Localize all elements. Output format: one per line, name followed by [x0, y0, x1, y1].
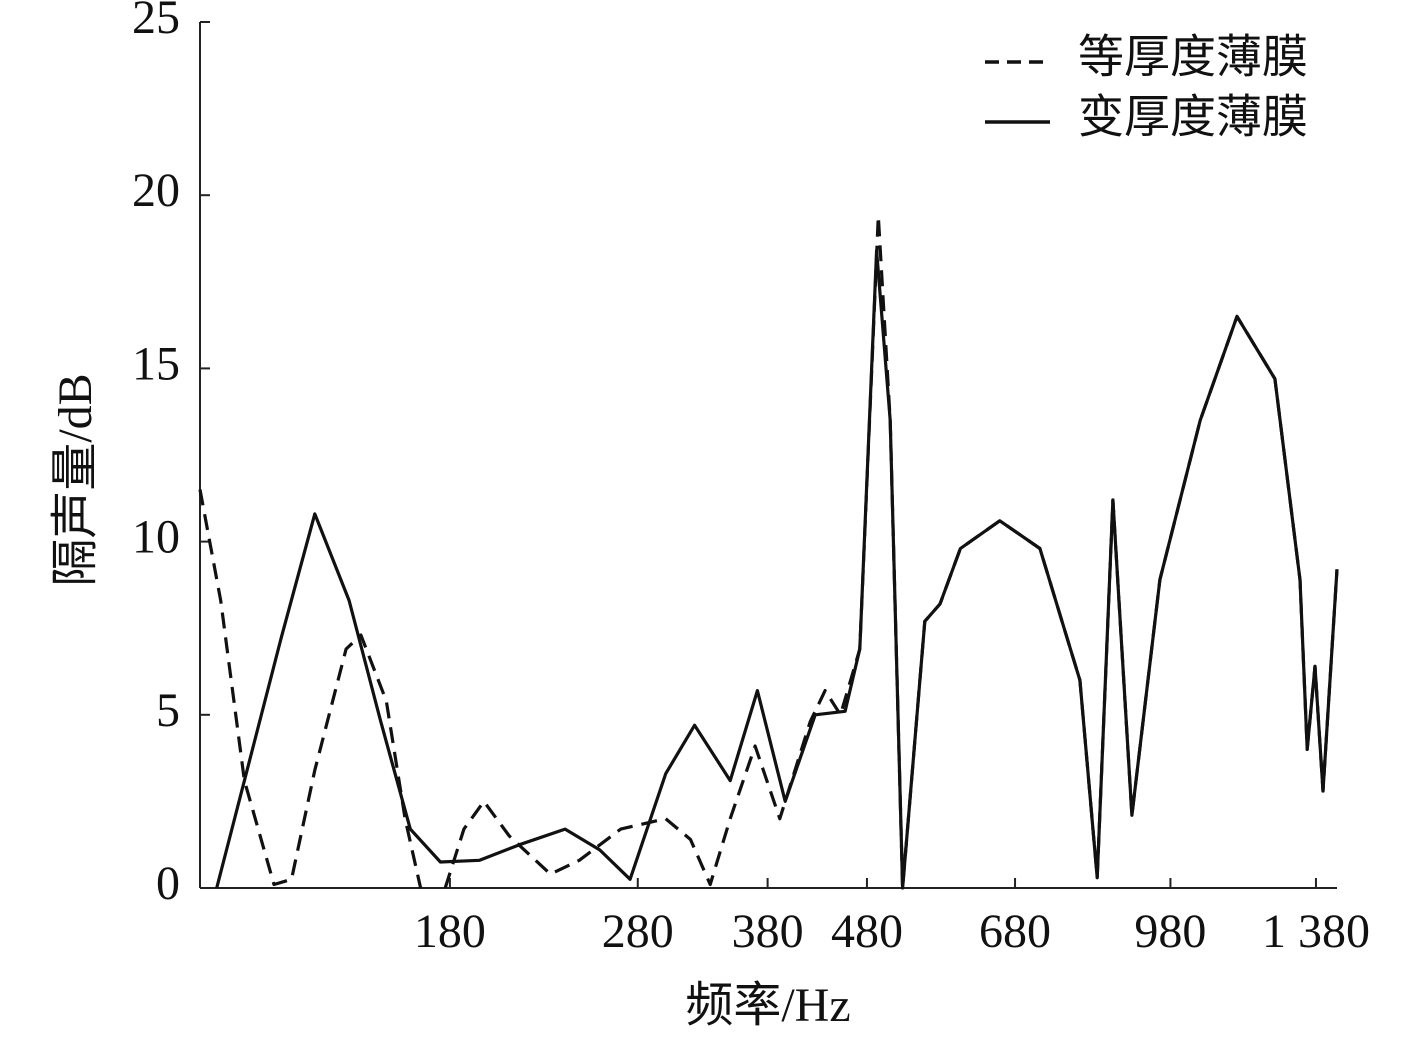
x-tick-label: 480 — [831, 905, 903, 958]
y-tick-label: 0 — [156, 857, 180, 910]
y-tick-label: 25 — [132, 0, 180, 44]
x-tick-label: 180 — [414, 905, 486, 958]
x-tick-label: 280 — [602, 905, 674, 958]
y-tick-label: 15 — [132, 337, 180, 390]
y-tick-label: 10 — [132, 511, 180, 564]
legend-label: 等厚度薄膜 — [1078, 32, 1308, 83]
y-tick-label: 5 — [156, 684, 180, 737]
series-line — [215, 249, 1339, 890]
y-tick-label: 20 — [132, 164, 180, 217]
x-tick-label: 1 380 — [1262, 905, 1370, 958]
y-axis-title: 隔声量/dB — [49, 373, 102, 586]
legend-label: 变厚度薄膜 — [1078, 92, 1308, 143]
x-axis-title: 频率/Hz — [685, 979, 850, 1032]
x-tick-label: 380 — [732, 905, 804, 958]
x-tick-label: 680 — [979, 905, 1051, 958]
x-tick-label: 980 — [1134, 905, 1206, 958]
